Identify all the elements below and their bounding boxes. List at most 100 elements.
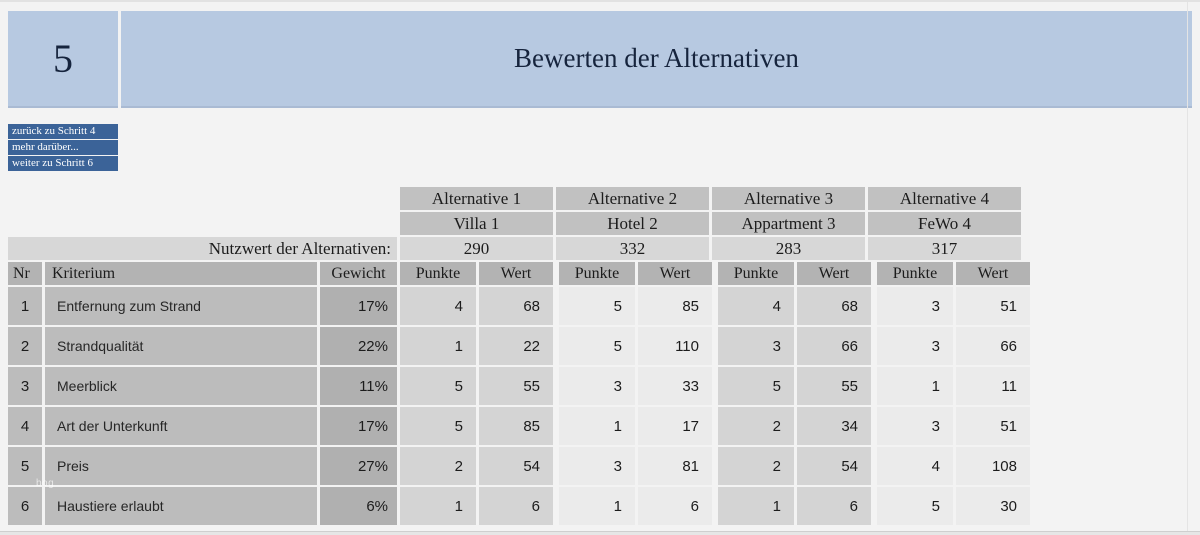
criterion-number-cell[interactable]: 3 <box>8 367 42 405</box>
wert-cell[interactable]: 54 <box>479 447 553 485</box>
criterion-number-cell[interactable]: 5 <box>8 447 42 485</box>
criterion-name-cell[interactable]: Preis <box>45 447 317 485</box>
column-header-wert[interactable]: Wert <box>797 262 871 285</box>
column-header-gewicht[interactable]: Gewicht <box>320 262 397 285</box>
watermark: bog <box>36 478 55 489</box>
wert-cell[interactable]: 34 <box>797 407 871 445</box>
nutzwert-label-cell[interactable]: Nutzwert der Alternativen: <box>8 237 397 260</box>
wert-cell[interactable]: 55 <box>797 367 871 405</box>
nutzwert-value-cell[interactable]: 317 <box>868 237 1021 260</box>
wert-cell[interactable]: 6 <box>638 487 712 525</box>
column-header-punkte[interactable]: Punkte <box>718 262 794 285</box>
punkte-cell[interactable]: 5 <box>559 287 635 325</box>
criterion-weight-cell[interactable]: 11% <box>320 367 397 405</box>
punkte-cell[interactable]: 3 <box>559 367 635 405</box>
alternative-2-values: 1 6 <box>559 487 712 525</box>
criterion-weight-cell[interactable]: 27% <box>320 447 397 485</box>
punkte-cell[interactable]: 3 <box>559 447 635 485</box>
column-header-kriterium[interactable]: Kriterium <box>45 262 317 285</box>
criterion-name-cell[interactable]: Entfernung zum Strand <box>45 287 317 325</box>
punkte-cell[interactable]: 3 <box>877 287 953 325</box>
punkte-cell[interactable]: 4 <box>718 287 794 325</box>
punkte-cell[interactable]: 5 <box>559 327 635 365</box>
criterion-name-cell[interactable]: Haustiere erlaubt <box>45 487 317 525</box>
punkte-cell[interactable]: 3 <box>877 407 953 445</box>
alternative-header-cell[interactable]: Alternative 3 <box>712 187 865 210</box>
nutzwert-value-cell[interactable]: 332 <box>556 237 709 260</box>
object-name-cell[interactable]: Hotel 2 <box>556 212 709 235</box>
wert-cell[interactable]: 66 <box>956 327 1030 365</box>
wert-cell[interactable]: 54 <box>797 447 871 485</box>
wert-cell[interactable]: 81 <box>638 447 712 485</box>
wert-cell[interactable]: 68 <box>479 287 553 325</box>
punkte-cell[interactable]: 5 <box>718 367 794 405</box>
column-header-wert[interactable]: Wert <box>638 262 712 285</box>
column-header-nr[interactable]: Nr <box>8 262 42 285</box>
punkte-cell[interactable]: 5 <box>877 487 953 525</box>
column-header-punkte[interactable]: Punkte <box>877 262 953 285</box>
next-to-step-6-button[interactable]: weiter zu Schritt 6 <box>8 156 118 171</box>
criterion-name-cell[interactable]: Art der Unterkunft <box>45 407 317 445</box>
punkte-cell[interactable]: 1 <box>559 407 635 445</box>
wert-cell[interactable]: 30 <box>956 487 1030 525</box>
criterion-weight-cell[interactable]: 22% <box>320 327 397 365</box>
criterion-weight-cell[interactable]: 6% <box>320 487 397 525</box>
wert-cell[interactable]: 51 <box>956 287 1030 325</box>
punkte-cell[interactable]: 5 <box>400 407 476 445</box>
object-name-cell[interactable]: FeWo 4 <box>868 212 1021 235</box>
criterion-number-cell[interactable]: 4 <box>8 407 42 445</box>
punkte-cell[interactable]: 5 <box>400 367 476 405</box>
wert-cell[interactable]: 17 <box>638 407 712 445</box>
wert-cell[interactable]: 85 <box>479 407 553 445</box>
punkte-cell[interactable]: 1 <box>877 367 953 405</box>
alternative-1-values: 5 85 <box>400 407 553 445</box>
criterion-weight-cell[interactable]: 17% <box>320 407 397 445</box>
nutzwert-row: Nutzwert der Alternativen: 290 332 283 3… <box>8 237 1033 260</box>
wert-cell[interactable]: 85 <box>638 287 712 325</box>
object-name-cell[interactable]: Villa 1 <box>400 212 553 235</box>
alternative-4-values: 3 51 <box>877 287 1030 325</box>
wert-cell[interactable]: 33 <box>638 367 712 405</box>
punkte-cell[interactable]: 1 <box>400 487 476 525</box>
criterion-name-cell[interactable]: Strandqualität <box>45 327 317 365</box>
criterion-weight-cell[interactable]: 17% <box>320 287 397 325</box>
wert-cell[interactable]: 108 <box>956 447 1030 485</box>
criterion-number-cell[interactable]: 2 <box>8 327 42 365</box>
punkte-cell[interactable]: 2 <box>718 407 794 445</box>
criterion-name-cell[interactable]: Meerblick <box>45 367 317 405</box>
object-name-cell[interactable]: Appartment 3 <box>712 212 865 235</box>
back-to-step-4-button[interactable]: zurück zu Schritt 4 <box>8 124 118 139</box>
alternative-header-cell[interactable]: Alternative 1 <box>400 187 553 210</box>
wert-cell[interactable]: 11 <box>956 367 1030 405</box>
wert-cell[interactable]: 22 <box>479 327 553 365</box>
punkte-cell[interactable]: 4 <box>877 447 953 485</box>
punkte-cell[interactable]: 3 <box>877 327 953 365</box>
punkte-cell[interactable]: 2 <box>718 447 794 485</box>
alternative-header-cell[interactable]: Alternative 4 <box>868 187 1021 210</box>
punkte-cell[interactable]: 1 <box>718 487 794 525</box>
wert-cell[interactable]: 110 <box>638 327 712 365</box>
column-header-punkte[interactable]: Punkte <box>400 262 476 285</box>
punkte-cell[interactable]: 2 <box>400 447 476 485</box>
wert-cell[interactable]: 6 <box>797 487 871 525</box>
nutzwert-value-cell[interactable]: 283 <box>712 237 865 260</box>
wert-cell[interactable]: 51 <box>956 407 1030 445</box>
column-header-wert[interactable]: Wert <box>956 262 1030 285</box>
wert-cell[interactable]: 66 <box>797 327 871 365</box>
criterion-number-cell[interactable]: 1 <box>8 287 42 325</box>
punkte-cell[interactable]: 4 <box>400 287 476 325</box>
column-header-row: Nr Kriterium Gewicht Punkte Wert Punkte … <box>8 262 1033 285</box>
punkte-cell[interactable]: 1 <box>400 327 476 365</box>
column-header-punkte[interactable]: Punkte <box>559 262 635 285</box>
alternative-2-values: 3 81 <box>559 447 712 485</box>
alternative-header-cell[interactable]: Alternative 2 <box>556 187 709 210</box>
wert-cell[interactable]: 68 <box>797 287 871 325</box>
punkte-cell[interactable]: 1 <box>559 487 635 525</box>
more-info-button[interactable]: mehr darüber... <box>8 140 118 155</box>
nutzwert-value-cell[interactable]: 290 <box>400 237 553 260</box>
punkte-cell[interactable]: 3 <box>718 327 794 365</box>
wert-cell[interactable]: 6 <box>479 487 553 525</box>
criterion-number-cell[interactable]: 6 <box>8 487 42 525</box>
column-header-wert[interactable]: Wert <box>479 262 553 285</box>
wert-cell[interactable]: 55 <box>479 367 553 405</box>
